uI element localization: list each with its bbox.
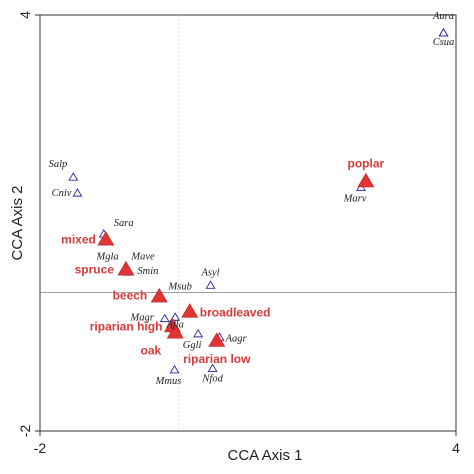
group-label-riparian-high: riparian high	[90, 319, 163, 333]
group-label-beech: beech	[113, 288, 148, 302]
group-point-mixed	[97, 231, 115, 246]
species-point-magr	[159, 313, 170, 323]
species-point-ggli	[193, 328, 204, 338]
group-point-broadleaved	[181, 303, 199, 318]
species-label-aura: Aura	[432, 11, 454, 22]
y-tick-label: -2	[17, 425, 33, 438]
x-tick-label: 4	[452, 440, 460, 456]
y-tick-label: 4	[17, 11, 33, 19]
species-label-mmus: Mmus	[155, 376, 182, 387]
group-label-broadleaved: broadleaved	[200, 306, 271, 320]
group-point-riparian-low	[208, 332, 226, 347]
species-point-afla	[170, 312, 181, 321]
x-tick-label: -2	[34, 440, 47, 456]
species-label-csua: Csua	[433, 37, 455, 48]
species-point-cniv	[72, 188, 83, 197]
species-label-salp: Salp	[49, 159, 68, 170]
species-label-mgla: Mgla	[95, 252, 118, 263]
species-label-msub: Msub	[168, 281, 192, 292]
group-label-riparian-low: riparian low	[183, 352, 251, 366]
species-label-marv: Marv	[343, 194, 367, 205]
species-label-sara: Sara	[114, 218, 134, 229]
species-label-nfod: Nfod	[201, 374, 223, 385]
group-label-oak: oak	[141, 344, 162, 358]
species-point-nfod	[207, 363, 218, 372]
species-label-ggli: Ggli	[183, 340, 202, 351]
species-label-mave: Mave	[130, 252, 155, 263]
species-point-mmus	[169, 364, 180, 374]
species-label-cniv: Cniv	[52, 188, 72, 199]
x-axis-title: CCA Axis 1	[227, 447, 302, 464]
group-label-spruce: spruce	[75, 262, 115, 276]
species-point-salp	[68, 172, 79, 181]
group-label-poplar: poplar	[348, 156, 385, 170]
group-label-mixed: mixed	[61, 233, 96, 247]
species-label-smin: Smin	[137, 266, 158, 277]
species-label-asyl: Asyl	[201, 267, 220, 278]
group-point-oak	[166, 323, 184, 339]
group-point-poplar	[357, 172, 375, 188]
species-label-aagr: Aagr	[225, 333, 248, 344]
y-axis-title: CCA Axis 2	[9, 185, 26, 260]
group-point-beech	[150, 287, 168, 303]
plot-frame	[39, 14, 457, 432]
species-label-magr: Magr	[129, 313, 154, 324]
group-point-spruce	[117, 260, 135, 276]
species-point-aura	[438, 27, 449, 37]
species-point-asyl	[205, 280, 216, 289]
species-label-afla: Afla	[165, 319, 184, 330]
species-point-csua	[438, 27, 449, 37]
